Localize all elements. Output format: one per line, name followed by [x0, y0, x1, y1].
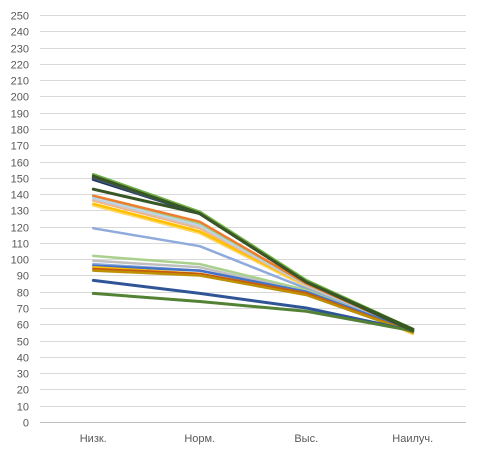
- x-tick-label: Низк.: [80, 433, 107, 445]
- series-line-15: [92, 269, 415, 334]
- series-line-22: [91, 174, 415, 331]
- y-tick-label: 140: [11, 190, 29, 202]
- x-tick-label: Выс.: [294, 433, 318, 445]
- y-tick-label: 110: [11, 239, 29, 251]
- y-tick-label: 200: [11, 92, 29, 104]
- series-lines: [91, 173, 415, 336]
- y-tick-label: 70: [17, 304, 29, 316]
- y-tick-label: 130: [11, 206, 29, 218]
- series-line-12: [92, 264, 415, 333]
- y-tick-label: 0: [23, 418, 29, 430]
- y-tick-label: 50: [17, 337, 29, 349]
- y-tick-label: 10: [17, 402, 29, 414]
- gridlines: [40, 15, 466, 423]
- y-tick-label: 90: [17, 271, 29, 283]
- y-tick-label: 160: [11, 158, 29, 170]
- series-line-17: [91, 291, 415, 333]
- y-tick-label: 230: [11, 44, 29, 56]
- series-line-16: [91, 278, 415, 333]
- y-tick-label: 150: [11, 174, 29, 186]
- y-tick-label: 240: [11, 27, 29, 39]
- y-tick-label: 30: [17, 369, 29, 381]
- y-tick-label: 20: [17, 385, 29, 397]
- y-tick-label: 40: [17, 353, 29, 365]
- y-tick-label: 80: [17, 288, 29, 300]
- y-tick-label: 250: [11, 11, 29, 23]
- series-line-4: [92, 197, 415, 334]
- x-tick-label: Наилуч.: [392, 433, 433, 445]
- y-tick-label: 60: [17, 320, 29, 332]
- x-tick-label: Норм.: [184, 433, 215, 445]
- y-tick-label: 120: [11, 223, 29, 235]
- y-tick-label: 220: [11, 60, 29, 72]
- y-tick-label: 180: [11, 125, 29, 137]
- x-axis-tick-labels: Низк. Норм. Выс. Наилуч.: [80, 433, 433, 445]
- y-axis-tick-labels: 0 10 20 30 40 50 60 70 80 90 100 110 120 130 140 150 160…: [11, 11, 29, 430]
- y-tick-label: 190: [11, 109, 29, 121]
- y-tick-label: 170: [11, 141, 29, 153]
- y-tick-label: 100: [11, 255, 29, 267]
- y-tick-label: 210: [11, 76, 29, 88]
